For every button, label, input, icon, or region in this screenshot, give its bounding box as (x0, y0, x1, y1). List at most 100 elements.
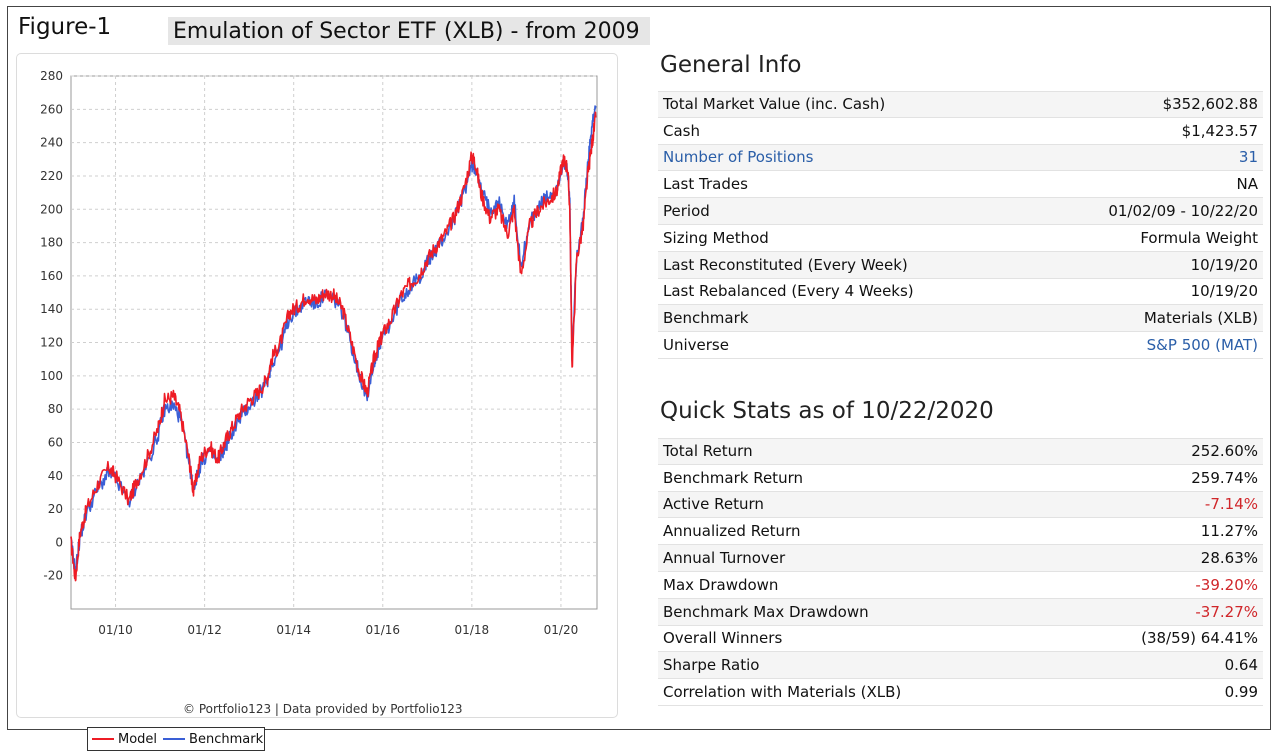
table-row: Period 01/02/09 - 10/22/20 (658, 198, 1263, 225)
row-label: Cash (663, 121, 700, 140)
table-row: Total Market Value (inc. Cash) $352,602.8… (658, 91, 1263, 118)
row-value: $1,423.57 (1181, 121, 1258, 140)
y-tick-label: 20 (48, 502, 63, 516)
row-label: Active Return (663, 495, 764, 514)
y-tick-label: 0 (55, 535, 63, 549)
table-row: Benchmark Return 259.74% (658, 465, 1263, 492)
x-tick-label: 01/20 (544, 623, 579, 637)
legend-benchmark-swatch (163, 738, 186, 740)
x-tick-label: 01/14 (276, 623, 311, 637)
x-tick-label: 01/18 (455, 623, 490, 637)
row-label: Benchmark Return (663, 468, 803, 487)
row-label: Overall Winners (663, 629, 783, 648)
y-tick-label: 160 (40, 269, 63, 283)
figure-title: Emulation of Sector ETF (XLB) - from 200… (168, 17, 650, 45)
y-tick-label: 100 (40, 369, 63, 383)
y-tick-label: 260 (40, 102, 63, 116)
x-tick-label: 01/10 (98, 623, 133, 637)
y-tick-label: 240 (40, 136, 63, 150)
table-row: Annualized Return 11.27% (658, 518, 1263, 546)
chart-credit: © Portfolio123 | Data provided by Portfo… (183, 702, 463, 716)
table-row: Overall Winners (38/59) 64.41% (658, 626, 1263, 653)
y-tick-label: 60 (48, 435, 63, 449)
row-value[interactable]: 31 (1238, 148, 1258, 167)
row-label: Sharpe Ratio (663, 656, 760, 675)
table-row: Benchmark Materials (XLB) (658, 305, 1263, 333)
row-label: Annual Turnover (663, 549, 786, 568)
legend-model: Model (92, 732, 157, 747)
table-row: Active Return -7.14% (658, 491, 1263, 519)
row-value: 01/02/09 - 10/22/20 (1108, 202, 1258, 221)
row-label: Max Drawdown (663, 575, 779, 594)
chart-legend: Model Benchmark (87, 727, 265, 751)
table-row: Universe S&P 500 (MAT) (658, 332, 1263, 359)
row-value: $352,602.88 (1162, 95, 1258, 114)
figure-label: Figure-1 (18, 14, 112, 40)
row-label: Sizing Method (663, 228, 769, 247)
legend-benchmark-label: Benchmark (189, 731, 264, 747)
x-tick-label: 01/12 (187, 623, 222, 637)
y-tick-label: 140 (40, 302, 63, 316)
row-value: Materials (XLB) (1143, 309, 1258, 328)
row-value: 11.27% (1200, 522, 1258, 541)
row-value: (38/59) 64.41% (1141, 629, 1258, 648)
y-tick-label: -20 (43, 569, 63, 583)
row-value: -7.14% (1204, 495, 1258, 514)
chart-panel: 280 260 240 220 200 180 160 140 120 100 80 60 40 20 0-… (16, 53, 618, 751)
figure-frame (7, 6, 1271, 730)
table-row: Correlation with Materials (XLB) 0.99 (658, 679, 1263, 706)
row-label: Universe (663, 336, 729, 355)
row-value: 259.74% (1191, 468, 1258, 487)
row-label: Annualized Return (663, 522, 801, 541)
row-value: NA (1236, 175, 1258, 194)
y-tick-label: 200 (40, 202, 63, 216)
general-info-title: General Info (660, 52, 802, 78)
table-row: Last Trades NA (658, 171, 1263, 199)
row-value: -37.27% (1195, 602, 1258, 621)
row-value: 0.64 (1224, 656, 1258, 675)
row-label[interactable]: Number of Positions (663, 148, 814, 167)
row-value: 10/19/20 (1190, 255, 1258, 274)
y-tick-label: 280 (40, 69, 63, 83)
table-row: Sizing Method Formula Weight (658, 225, 1263, 252)
row-label: Last Reconstituted (Every Week) (663, 255, 908, 274)
legend-model-swatch (92, 738, 114, 740)
row-label: Last Trades (663, 175, 748, 194)
y-tick-label: 180 (40, 236, 63, 250)
general-info-table: Total Market Value (inc. Cash) $352,602.8… (658, 91, 1263, 359)
row-value: 0.99 (1224, 683, 1258, 702)
y-tick-label: 220 (40, 169, 63, 183)
table-row: Max Drawdown -39.20% (658, 572, 1263, 599)
table-row: Total Return 252.60% (658, 438, 1263, 465)
legend-benchmark: Benchmark (163, 732, 263, 747)
row-value: 10/19/20 (1190, 282, 1258, 301)
line-chart: 280260240220200180160140120100806040200-… (40, 69, 598, 637)
row-label: Benchmark Max Drawdown (663, 602, 869, 621)
row-value: -39.20% (1195, 575, 1258, 594)
row-value: 252.60% (1191, 442, 1258, 461)
row-label: Last Rebalanced (Every 4 Weeks) (663, 282, 914, 301)
row-label: Total Return (663, 442, 753, 461)
row-value[interactable]: S&P 500 (MAT) (1146, 336, 1258, 355)
table-row: Last Rebalanced (Every 4 Weeks) 10/19/20 (658, 279, 1263, 306)
row-label: Benchmark (663, 309, 749, 328)
table-row: Annual Turnover 28.63% (658, 545, 1263, 572)
quick-stats-table: Total Return 252.60% Benchmark Return 259.7… (658, 438, 1263, 706)
row-label: Period (663, 202, 710, 221)
row-value: Formula Weight (1140, 228, 1258, 247)
row-value: 28.63% (1200, 549, 1258, 568)
table-row: Benchmark Max Drawdown -37.27% (658, 598, 1263, 626)
quick-stats-title: Quick Stats as of 10/22/2020 (660, 398, 994, 424)
table-row: Cash $1,423.57 (658, 118, 1263, 145)
table-row: Number of Positions 31 (658, 144, 1263, 172)
y-tick-label: 40 (48, 469, 63, 483)
x-tick-label: 01/16 (365, 623, 400, 637)
row-label: Correlation with Materials (XLB) (663, 683, 902, 702)
row-label: Total Market Value (inc. Cash) (663, 95, 886, 114)
table-row: Sharpe Ratio 0.64 (658, 652, 1263, 680)
y-tick-label: 120 (40, 336, 63, 350)
model-series-line (70, 111, 597, 582)
table-row: Last Reconstituted (Every Week) 10/19/20 (658, 251, 1263, 279)
y-tick-label: 80 (48, 402, 63, 416)
legend-model-label: Model (118, 731, 158, 747)
